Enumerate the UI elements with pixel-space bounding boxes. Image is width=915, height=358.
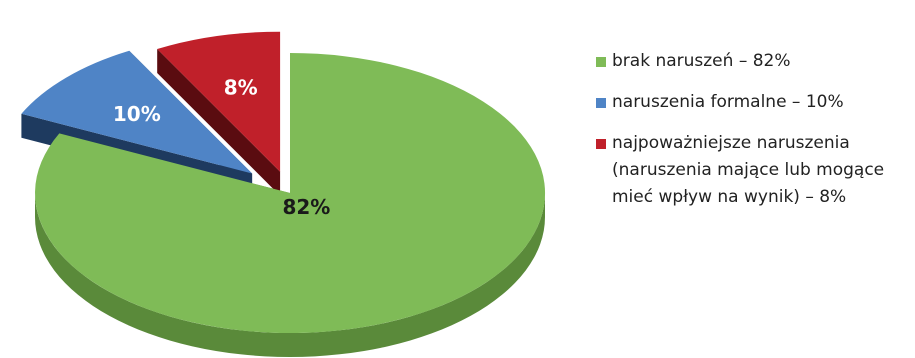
legend-label-line: mieć wpływ na wynik) – 8% [612,187,847,207]
slice-data-label: 10% [113,102,161,126]
pie-labels: 82% 10% 8% [113,76,330,220]
slice-data-label: 8% [224,76,258,100]
pie-slice [157,31,281,172]
legend-item-brak-naruszen: brak naruszeń – 82% [596,48,912,75]
legend-label: brak naruszeń – 82% [612,51,791,71]
legend-label: naruszenia formalne – 10% [612,92,844,112]
pie-slice [35,52,546,333]
legend-swatch [596,98,606,108]
legend-label-line: (naruszenia mające lub mogące [612,160,885,180]
pie-slice [21,50,253,174]
legend-item-naruszenia-formalne: naruszenia formalne – 10% [596,89,912,116]
slice-data-label: 82% [282,195,330,219]
legend-swatch [596,139,606,149]
pie-tops [21,31,546,333]
slice-outer-wall [35,193,545,357]
legend-swatch [596,57,606,67]
slice-side-wall [157,49,281,196]
legend-item-najpowazniejsze-naruszenia: najpoważniejsze naruszenia (naruszenia m… [596,130,912,211]
legend: brak naruszeń – 82% naruszenia formalne … [596,48,912,225]
legend-label: najpoważniejsze naruszenia [612,133,850,153]
